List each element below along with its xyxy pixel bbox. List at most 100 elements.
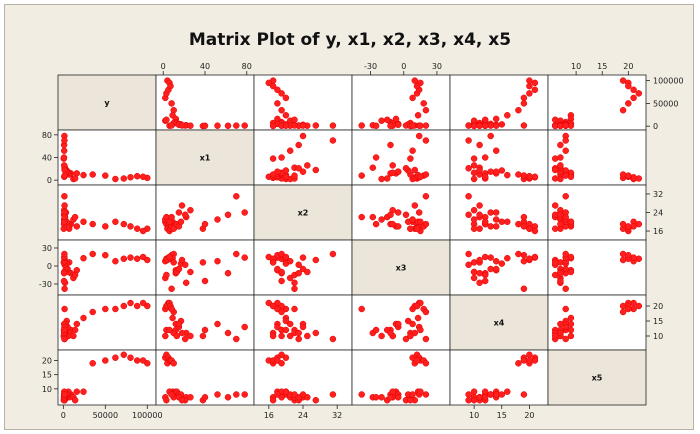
point-y-x2-1 — [278, 90, 285, 97]
point-x5-x3-7 — [422, 360, 430, 367]
point-x1-y-21 — [61, 166, 68, 174]
point-x5-y-29 — [61, 391, 68, 398]
point-x4-x5-27 — [567, 326, 575, 334]
point-x2-x5-29 — [562, 213, 569, 221]
point-x2-y-1 — [120, 220, 128, 228]
point-x4-x5-28 — [562, 335, 569, 343]
point-x5-x3-27 — [417, 388, 424, 395]
xtick-label-x2: 16 — [264, 411, 274, 420]
point-x2-x5-7 — [619, 220, 627, 228]
point-x3-y-7 — [89, 250, 96, 258]
point-x1-x3-17 — [394, 168, 402, 175]
point-x2-x4-20 — [470, 206, 478, 214]
point-x2-x4-6 — [520, 223, 528, 230]
point-y-x1-6 — [168, 100, 175, 107]
point-y-x1-23 — [201, 122, 209, 130]
point-y-x3-23 — [372, 122, 380, 130]
point-x4-y-4 — [139, 299, 147, 307]
point-x5-x4-6 — [520, 357, 528, 364]
xtick-label-y: 0 — [61, 411, 66, 420]
point-x1-x4-21 — [476, 166, 483, 174]
point-y-x2-27 — [282, 122, 290, 129]
point-x5-x2-27 — [282, 388, 290, 395]
point-x3-x4-29 — [520, 285, 528, 293]
point-x1-x4-4 — [531, 173, 539, 181]
point-y-x3-29 — [358, 122, 365, 129]
point-x3-x2-26 — [299, 254, 307, 261]
point-x2-x3-27 — [417, 218, 424, 226]
point-x3-x2-24 — [286, 257, 294, 265]
point-x5-y-16 — [71, 396, 79, 404]
xtick-label-x5: 20 — [623, 62, 633, 71]
point-x1-x3-27 — [417, 173, 424, 181]
point-x1-x4-28 — [465, 137, 472, 144]
point-x4-x1-28 — [233, 335, 240, 343]
point-y-x1-5 — [167, 82, 174, 90]
point-x1-x5-16 — [551, 175, 559, 182]
point-x3-x5-22 — [551, 259, 559, 266]
point-y-x4-25 — [476, 122, 483, 130]
point-x3-x4-14 — [498, 260, 506, 267]
point-x3-y-29 — [61, 285, 68, 293]
point-y-x3-16 — [383, 116, 391, 124]
point-x2-y-8 — [80, 218, 87, 226]
point-x1-x4-17 — [492, 168, 500, 175]
point-x5-x1-21 — [178, 396, 186, 404]
point-x2-x1-21 — [178, 202, 186, 209]
point-y-x4-14 — [498, 121, 506, 128]
point-y-x3-27 — [417, 122, 424, 129]
point-x3-x4-13 — [487, 265, 494, 273]
point-x4-x2-28 — [329, 335, 337, 343]
xtick-label-x5: 15 — [597, 62, 607, 71]
point-x1-x4-12 — [470, 169, 478, 177]
point-y-x5-16 — [551, 116, 559, 124]
point-x1-x3-19 — [402, 165, 410, 172]
point-x3-x1-21 — [178, 256, 186, 264]
diagonal-label-x4: x4 — [494, 319, 505, 328]
point-x2-x4-15 — [470, 216, 478, 223]
point-x4-x2-26 — [299, 323, 307, 331]
point-x1-y-24 — [60, 147, 68, 154]
point-x3-x2-23 — [278, 277, 285, 285]
point-x5-y-6 — [102, 357, 109, 364]
point-x1-y-28 — [61, 137, 68, 144]
point-x5-x1-25 — [224, 394, 232, 401]
point-x3-y-0 — [112, 257, 119, 265]
ytick-label-x2: 16 — [653, 227, 663, 236]
point-x5-x2-22 — [269, 396, 277, 404]
point-x1-x4-15 — [470, 175, 478, 183]
point-x1-x5-21 — [551, 166, 559, 174]
point-x3-x1-29 — [168, 285, 175, 293]
point-y-x4-0 — [520, 94, 528, 102]
point-x1-x3-7 — [422, 171, 430, 178]
point-x3-x1-24 — [214, 257, 221, 265]
point-x1-x2-29 — [291, 172, 298, 179]
point-x3-x4-28 — [465, 250, 472, 258]
point-x4-x2-27 — [282, 326, 290, 334]
point-x3-x2-21 — [312, 256, 320, 264]
point-x4-x1-19 — [181, 335, 189, 343]
point-x1-x2-22 — [269, 155, 277, 162]
ytick-label-x5: 15 — [42, 371, 52, 380]
diagonal-label-y: y — [104, 99, 110, 108]
point-x5-x1-20 — [187, 394, 194, 401]
xtick-label-x2: 24 — [298, 411, 308, 420]
point-x1-y-2 — [127, 174, 134, 181]
point-x2-x1-19 — [181, 211, 189, 219]
xtick-label-y: 100000 — [132, 411, 163, 420]
point-x3-x4-7 — [515, 250, 522, 258]
point-x2-x3-23 — [372, 220, 380, 228]
point-x1-x3-18 — [369, 164, 377, 171]
point-x2-x4-14 — [498, 218, 506, 226]
point-y-x4-9 — [492, 115, 500, 123]
point-x4-x3-25 — [387, 329, 394, 337]
point-y-x1-16 — [163, 116, 170, 124]
point-x1-x2-25 — [295, 141, 302, 149]
point-x1-x4-25 — [476, 141, 483, 149]
point-x1-y-4 — [139, 173, 147, 181]
point-x4-x2-21 — [312, 329, 320, 337]
xtick-label-x3: 30 — [432, 62, 442, 71]
point-x3-x1-18 — [182, 279, 190, 287]
point-x1-x3-25 — [387, 141, 394, 149]
point-y-x3-28 — [422, 122, 430, 129]
